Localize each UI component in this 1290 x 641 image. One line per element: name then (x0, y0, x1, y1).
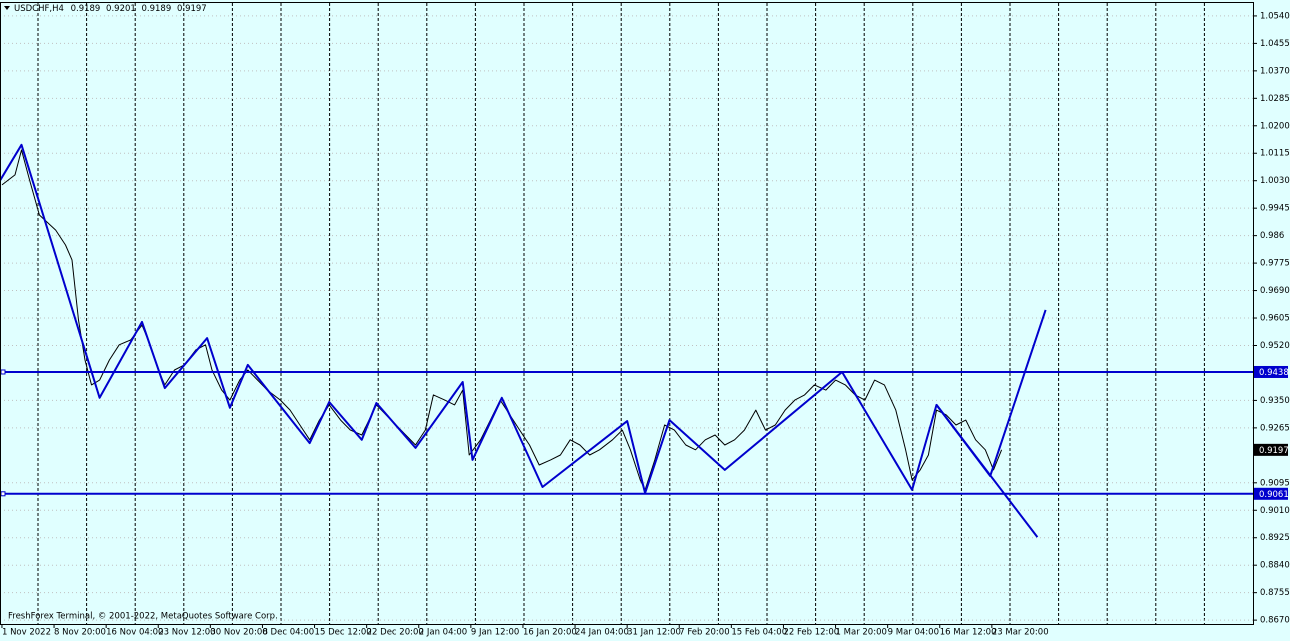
level-label: 0.9061 (1259, 490, 1289, 500)
x-tick-label: 15 Dec 12:00 (315, 628, 372, 638)
level-label-box (1254, 487, 1288, 500)
x-tick-label: 16 Mar 12:00 (940, 628, 997, 638)
price-label: 0.9197 (1259, 446, 1289, 456)
x-tick-label: 31 Jan 12:00 (627, 628, 681, 638)
x-tick-label: 1 Nov 2022 (2, 628, 51, 638)
y-tick-label: 0.986 (1260, 231, 1284, 241)
y-tick-label: 0.8925 (1260, 533, 1290, 543)
y-tick-label: 1.0200 (1260, 121, 1290, 131)
level-label: 0.9438 (1259, 368, 1289, 378)
trend-line (0, 143, 1047, 495)
y-tick-label: 1.0030 (1260, 176, 1290, 186)
menu-arrow (4, 6, 10, 10)
y-tick-label: 0.9605 (1260, 314, 1290, 324)
bar-open: 0.9189 (71, 4, 101, 14)
x-tick-label: 24 Jan 04:00 (575, 628, 629, 638)
x-tick-label: 1 Mar 20:00 (836, 628, 887, 638)
y-tick-label: 0.9010 (1260, 506, 1290, 516)
bar-high: 0.9201 (106, 4, 136, 14)
y-tick-label: 0.9690 (1260, 286, 1290, 296)
y-tick-label: 0.9095 (1260, 478, 1290, 488)
grid-layer (0, 3, 1253, 624)
x-tick-label: 23 Mar 20:00 (992, 628, 1049, 638)
chart-header: USDCHF,H4 0.9189 0.9201 0.9189 0.9197 (14, 4, 207, 14)
y-tick-label: 1.0540 (1260, 11, 1290, 21)
y-tick-label: 0.8670 (1260, 616, 1290, 626)
x-tick-label: 8 Dec 04:00 (262, 628, 314, 638)
marks-layer (0, 143, 1253, 538)
x-tick-label: 23 Nov 12:00 (158, 628, 215, 638)
trend-line (935, 404, 1039, 538)
x-tick-label: 16 Jan 20:00 (523, 628, 577, 638)
x-tick-label: 22 Dec 20:00 (367, 628, 424, 638)
x-tick-label: 9 Mar 04:00 (888, 628, 939, 638)
y-tick-label: 1.0285 (1260, 94, 1290, 104)
y-tick-label: 0.9265 (1260, 423, 1290, 433)
y-tick-label: 1.0370 (1260, 66, 1290, 76)
x-tick-label: 15 Feb 04:00 (731, 628, 787, 638)
y-tick-label: 0.8755 (1260, 588, 1290, 598)
y-tick-label: 0.9945 (1260, 204, 1290, 214)
y-tick-label: 0.9520 (1260, 341, 1290, 351)
x-tick-label: 22 Feb 12:00 (783, 628, 839, 638)
y-tick-label: 0.9775 (1260, 259, 1290, 269)
x-tick-label: 2 Jan 04:00 (419, 628, 467, 638)
y-tick-label: 1.0455 (1260, 39, 1290, 49)
y-tick-label: 0.9350 (1260, 396, 1290, 406)
level-anchor (0, 491, 6, 497)
x-tick-label: 16 Nov 04:00 (106, 628, 163, 638)
price-label-box (1254, 443, 1288, 456)
y-tick-label: 0.8840 (1260, 561, 1290, 571)
bar-close: 0.9197 (177, 4, 207, 14)
bar-low: 0.9189 (142, 4, 172, 14)
x-tick-label: 8 Nov 20:00 (54, 628, 106, 638)
x-tick-label: 30 Nov 20:00 (210, 628, 267, 638)
x-tick-label: 9 Jan 12:00 (471, 628, 519, 638)
chart-title: USDCHF,H4 (14, 4, 64, 14)
y-tick-label: 1.0115 (1260, 149, 1290, 159)
level-anchor (0, 369, 6, 375)
footer: FreshForex Terminal, © 2001-2022, MetaQu… (8, 612, 278, 622)
level-label-box (1254, 365, 1288, 378)
x-tick-label: 7 Feb 20:00 (679, 628, 729, 638)
